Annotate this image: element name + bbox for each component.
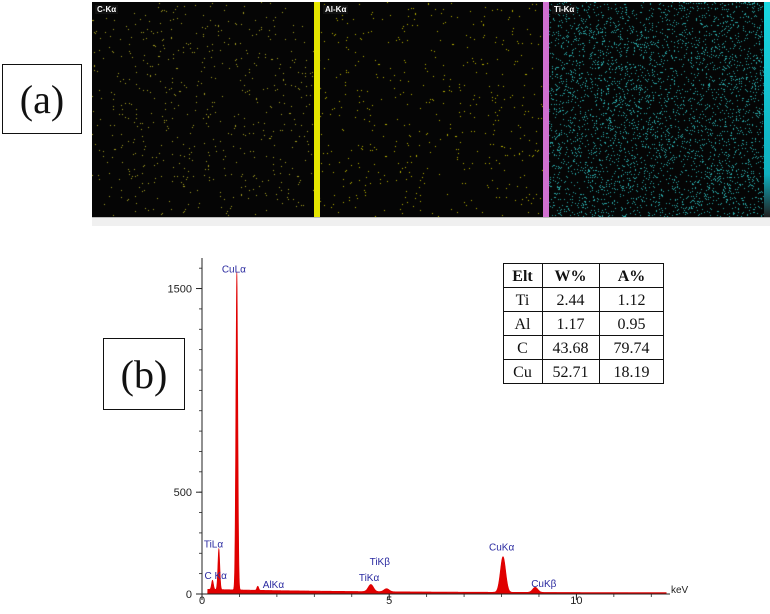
ti-ka-map-dots xyxy=(543,2,770,217)
al-ka-map-tag: Al-Kα xyxy=(323,5,349,14)
y-tick-label: 0 xyxy=(186,589,192,601)
peak-label: TiKβ xyxy=(370,557,391,568)
composition-table: Elt W% A% Ti 2.44 1.12 Al 1.17 0.95 C 43.68 79.74 Cu… xyxy=(503,263,664,384)
panel-b-label: (b) xyxy=(103,338,185,410)
al-ka-map: Al-Kα xyxy=(314,2,543,217)
table-cell: Al xyxy=(515,316,532,333)
table-cell: 1.17 xyxy=(557,316,585,333)
table-cell: Cu xyxy=(513,364,532,381)
table-cell: 79.74 xyxy=(614,340,650,357)
ti-ka-color-bar xyxy=(543,2,549,217)
x-tick-label: 10 xyxy=(570,595,582,607)
spectrum-area xyxy=(207,272,667,595)
table-cell: 43.68 xyxy=(553,340,589,357)
table-header-cell: Elt xyxy=(512,268,533,285)
peak-label: TiLα xyxy=(204,539,224,550)
plot-area xyxy=(207,272,667,595)
table-cell: 52.71 xyxy=(553,364,589,381)
table-header-cell: A% xyxy=(618,268,646,285)
table-cell: 0.95 xyxy=(618,316,646,333)
right-color-bar xyxy=(764,2,770,217)
table-cell: 2.44 xyxy=(557,292,585,309)
peak-labels: C Kα TiLα CuLα AlKα TiKα TiKβ CuKα CuKβ xyxy=(204,264,557,591)
c-ka-map: C-Kα xyxy=(92,2,314,217)
table-cell: 18.19 xyxy=(614,364,650,381)
map-scale-strip xyxy=(92,217,770,226)
x-axis-label: keV xyxy=(671,585,689,596)
x-tick-label: 0 xyxy=(199,595,205,607)
table-cell: Ti xyxy=(516,292,530,309)
peak-label: AlKα xyxy=(263,580,285,591)
ti-ka-map: Ti-Kα xyxy=(543,2,770,217)
peak-label: CuKα xyxy=(489,542,514,553)
al-ka-color-bar xyxy=(314,2,320,217)
c-ka-map-tag: C-Kα xyxy=(95,5,119,14)
c-ka-map-dots xyxy=(92,2,314,217)
axes: 0 5 10 0 500 1500 xyxy=(168,258,670,607)
table-cell: C xyxy=(517,340,528,357)
y-tick-label: 1500 xyxy=(168,284,192,296)
ti-ka-map-tag: Ti-Kα xyxy=(552,5,577,14)
table-header-cell: W% xyxy=(555,268,587,285)
x-tick-label: 5 xyxy=(386,595,392,607)
al-ka-map-dots xyxy=(314,2,543,217)
panel-a-label: (a) xyxy=(2,64,82,134)
peak-label: TiKα xyxy=(359,573,380,584)
peak-label: C Kα xyxy=(204,571,227,582)
peak-label: CuLα xyxy=(222,264,246,275)
table-cell: 1.12 xyxy=(618,292,646,309)
peak-label: CuKβ xyxy=(531,579,556,590)
y-tick-label: 500 xyxy=(174,487,192,499)
eds-spectrum-chart: 0 5 10 0 500 1500 C Kα TiLα CuLα AlKα TiKα TiKβ CuK… xyxy=(168,258,689,607)
